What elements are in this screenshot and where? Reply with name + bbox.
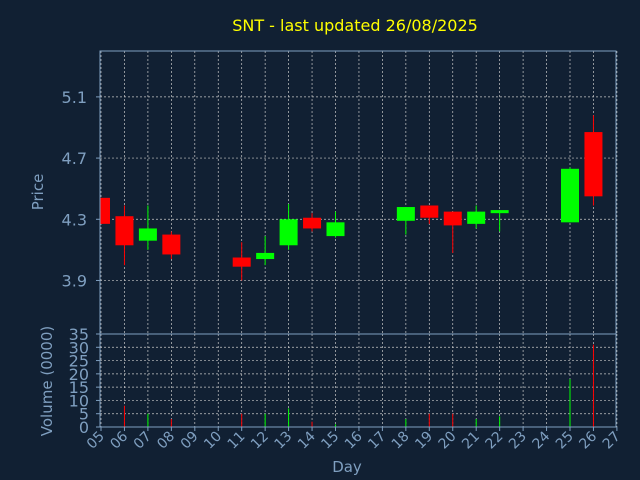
volume-gridlines [100, 334, 618, 427]
candle-body [490, 210, 509, 214]
candle-22 [490, 210, 509, 232]
candle-11 [232, 242, 251, 281]
x-axis-label: Day [332, 458, 362, 476]
price-candles [100, 115, 603, 281]
price-axis-ticks: 3.9 4.3 4.7 5.1 [62, 88, 100, 290]
volume-tick-label: 20 [69, 365, 89, 384]
candle-26 [584, 115, 603, 206]
candle-body [584, 132, 603, 197]
candle-12 [256, 236, 275, 266]
candle-06 [115, 205, 134, 266]
volume-axis-label: Volume (0000) [38, 326, 56, 436]
price-tick-label: 3.9 [62, 271, 87, 290]
candle-body [256, 252, 275, 260]
chart-title: SNT - last updated 26/08/2025 [232, 16, 478, 35]
candle-body [138, 228, 157, 241]
candle-body [101, 197, 110, 224]
volume-tick-label: 35 [69, 325, 89, 344]
candle-07 [138, 205, 157, 250]
price-gridlines [100, 51, 618, 334]
candle-15 [326, 211, 345, 238]
candle-20 [443, 211, 462, 253]
day-axis-ticks: 05 06 07 08 09 10 11 12 13 14 15 16 17 18 19 20 21 22 23 24… [84, 427, 624, 452]
candle-body [467, 211, 486, 224]
volume-plot-frame [99, 333, 617, 428]
candle-13 [279, 203, 298, 250]
volume-tick-label: 30 [69, 338, 89, 357]
candle-body [326, 222, 345, 237]
candle-body [396, 207, 415, 221]
candle-19 [420, 205, 439, 224]
candle-05 [100, 197, 110, 224]
candle-14 [303, 213, 322, 232]
candle-body [279, 219, 298, 246]
volume-tick-label: 5 [79, 405, 89, 424]
price-axis-label: Price [29, 174, 47, 211]
volume-tick-label: 0 [79, 418, 89, 437]
candle-body [232, 257, 251, 267]
volume-tick-label: 10 [69, 391, 89, 410]
candle-body [443, 211, 462, 226]
candle-18 [396, 207, 415, 235]
candle-21 [467, 205, 486, 229]
price-tick-label: 5.1 [62, 88, 87, 107]
candle-25 [561, 167, 579, 223]
candle-body [420, 205, 439, 218]
candle-body [561, 168, 579, 223]
price-tick-label: 4.3 [62, 210, 87, 229]
candle-body [303, 217, 322, 229]
candle-08 [162, 231, 181, 260]
candle-body [115, 216, 134, 246]
volume-bars [123, 344, 594, 427]
volume-tick-label: 15 [69, 378, 89, 397]
candle-body [162, 234, 181, 255]
volume-tick-label: 25 [69, 352, 89, 371]
price-tick-label: 4.7 [62, 149, 87, 168]
